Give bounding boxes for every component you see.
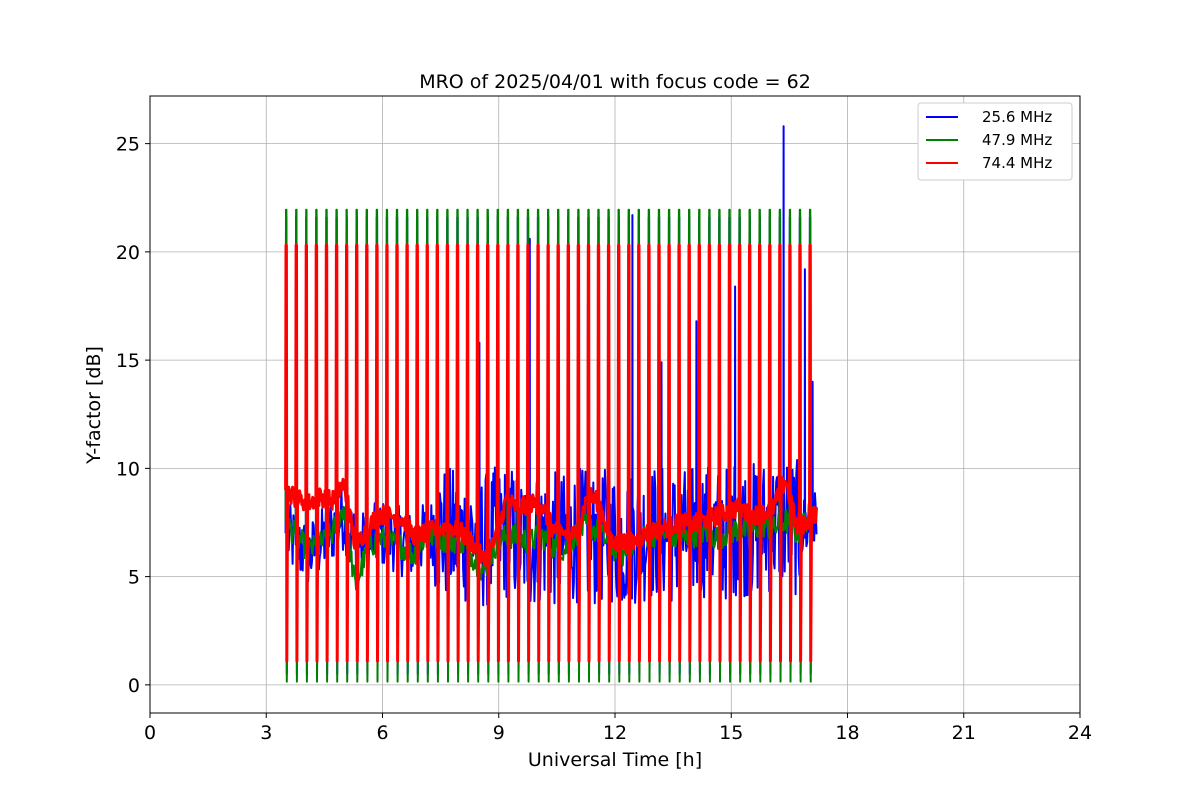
y-tick-label: 25 [116,134,140,156]
legend-label-47-9: 47.9 MHz [982,131,1052,149]
y-tick-label: 15 [116,350,140,372]
y-axis-label: Y-factor [dB] [83,346,105,465]
x-tick-label: 3 [260,722,272,744]
x-tick-label: 24 [1068,722,1092,744]
legend-box [917,102,1073,181]
y-tick-label: 5 [128,567,140,589]
x-axis-label: Universal Time [h] [528,749,702,771]
legend: 25.6 MHz 47.9 MHz 74.4 MHz [917,102,1073,181]
x-tick-label: 0 [144,722,156,744]
legend-label-74-4: 74.4 MHz [982,154,1052,172]
x-tick-label: 15 [719,722,743,744]
chart-title: MRO of 2025/04/01 with focus code = 62 [419,71,811,93]
legend-label-25-6: 25.6 MHz [982,108,1052,126]
axis-ticks: 0 3 6 9 12 15 18 21 24 0 5 10 15 20 25 [116,134,1092,744]
series-line [284,243,818,663]
x-tick-label: 18 [835,722,859,744]
x-tick-label: 9 [493,722,505,744]
x-tick-label: 6 [376,722,388,744]
y-tick-label: 20 [116,242,140,264]
grid [149,96,1081,713]
x-tick-label: 21 [952,722,976,744]
series-74-4-mhz [284,243,818,663]
y-tick-label: 10 [116,458,140,480]
y-tick-label: 0 [128,675,140,697]
x-tick-label: 12 [603,722,627,744]
plot-area [284,125,818,683]
